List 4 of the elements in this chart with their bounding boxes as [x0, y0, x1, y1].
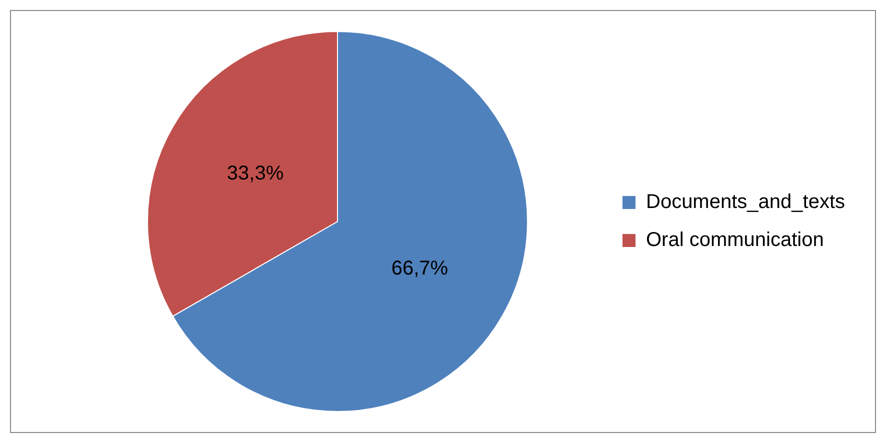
- legend-label: Documents_and_texts: [646, 191, 846, 214]
- data-label: 66,7%: [391, 258, 448, 280]
- legend-label: Oral communication: [646, 229, 824, 252]
- data-label: 33,3%: [226, 162, 284, 184]
